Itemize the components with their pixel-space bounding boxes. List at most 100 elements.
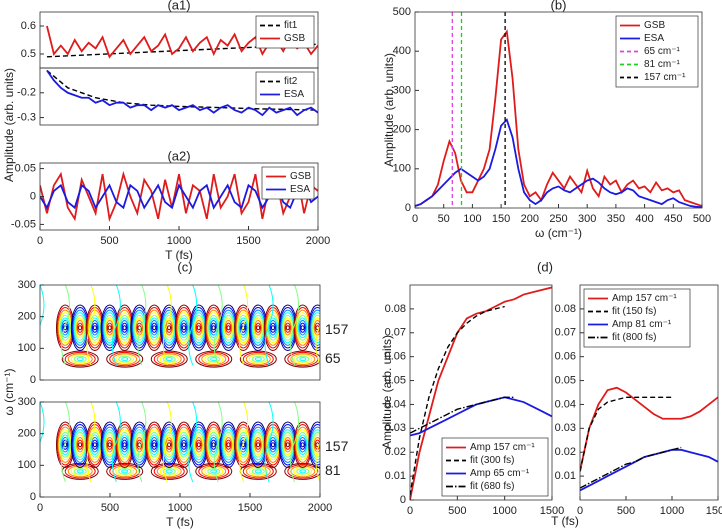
contour-level [245,465,271,478]
contour-level [226,325,231,331]
y-tick-label: 300 [393,84,411,96]
contour-level [118,355,132,363]
x-tick-label: 250 [549,213,567,225]
contour-level [237,314,249,341]
y-tick-label: 0.08 [555,303,576,315]
y-tick-label: 0 [400,494,406,506]
contour-level [162,355,176,363]
contour-level [106,439,113,450]
contour-level [290,465,316,478]
contour-level [162,402,172,483]
contour-level [195,439,202,450]
contour-level [293,354,313,364]
contour-level [284,437,292,453]
contour-level [254,320,262,336]
contour-level [310,312,320,344]
y-tick-label: -0.05 [11,218,36,230]
contour-level [284,350,320,368]
contour-level [239,350,277,368]
contour-level [198,351,230,367]
data-line [410,286,552,500]
x-tick-label: 150 [492,213,510,225]
contour-level [178,431,190,458]
contour-level [208,431,220,458]
annotation: 65 [325,350,341,366]
contour-level [134,317,145,339]
y-tick-label: 0.03 [385,422,406,434]
contour-level [181,322,187,333]
contour-level [112,353,138,366]
y-axis-label: Amplitude (arb. units) [2,68,16,182]
contour-level [195,322,202,333]
contour-level [133,314,145,341]
axes-frame [579,284,719,501]
contour-level [78,442,83,448]
x-tick-label: 0 [37,502,43,514]
contour-level [223,317,234,339]
contour-level [148,431,160,458]
x-tick-label: 500 [100,235,118,247]
contour-level [60,317,70,339]
contour-level [179,317,189,339]
contour-level [111,285,121,366]
contour-level [105,437,114,453]
contour-level [225,439,232,450]
contour-level [150,462,188,480]
data-line [580,386,718,472]
contour-level [107,325,112,331]
legend-box [255,15,315,49]
contour-level [119,434,130,456]
contour-level [137,402,147,483]
contour-level [40,402,45,482]
contour-level [61,350,99,368]
contour-level [285,325,290,331]
y-tick-label: 0.07 [385,327,406,339]
contour-level [180,320,188,336]
contour-level [149,317,159,339]
contour-level [284,320,292,336]
contour-level [179,434,189,456]
contour-level [60,434,70,456]
contour-level [193,314,205,341]
contour-level [92,325,97,331]
y-tick-label: 0.6 [21,20,36,32]
contour-level [165,469,173,474]
contour-level [312,434,320,456]
contour-level [242,351,274,367]
contour-level [121,469,129,474]
y-tick-label: 200 [18,311,36,323]
contour-level [115,354,135,364]
legend-label: Amp 81 cm⁻¹ [612,319,672,330]
contour-level [105,317,115,339]
legend-label: fit (800 fs) [612,332,656,343]
contour-level [106,462,144,480]
data-line [580,396,672,472]
contour-level [253,434,263,456]
contour-level [90,434,100,456]
contour-level [239,402,249,483]
legend-label: Amp 157 cm⁻¹ [470,442,535,453]
contour-level [75,317,85,339]
contour-level [300,325,305,331]
y-tick-label: 300 [18,279,36,291]
contour-level [210,469,218,474]
legend-label: 65 cm⁻¹ [644,46,681,57]
annotation: 157 [325,438,349,454]
legend-label: GSB [644,20,665,31]
contour-level [270,439,276,450]
x-tick-label: 0 [577,505,583,517]
contour-level [245,353,271,366]
contour-level [211,325,216,331]
contour-level [201,353,227,366]
contour-level [284,439,291,450]
contour-level [213,285,223,366]
contour-level [193,431,205,458]
contour-level [251,355,265,363]
contour-level [298,437,307,453]
contour-level [86,285,96,366]
panel-title: (b) [551,0,567,12]
contour-level [311,431,320,458]
y-tick-label: 0.02 [555,446,576,458]
contour-level [208,317,219,339]
contour-level [73,468,87,475]
